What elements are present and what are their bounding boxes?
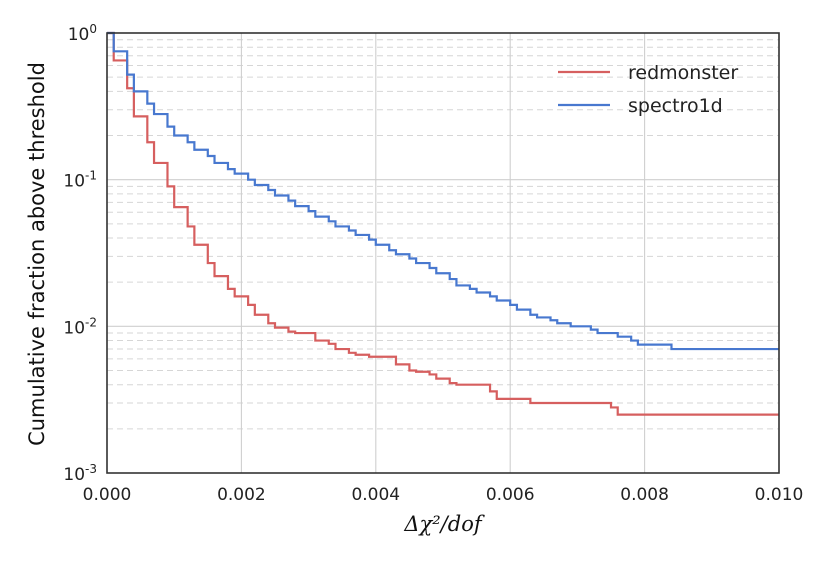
y-tick-label: 10-2	[63, 315, 97, 338]
legend: redmonster spectro1d	[558, 62, 738, 117]
x-tick-label: 0.002	[217, 485, 266, 505]
plot-background	[107, 33, 779, 473]
y-tick-label: 10-1	[63, 169, 97, 192]
y-axis-title: Cumulative fraction above threshold	[25, 62, 49, 446]
y-tick-labels: 100 10-1 10-2 10-3	[63, 22, 97, 485]
plot-frame	[106, 32, 780, 474]
x-tick-label: 0.010	[755, 485, 804, 505]
series-layer	[107, 31, 779, 416]
x-tick-label: 0.008	[620, 485, 669, 505]
x-tick-label: 0.000	[83, 485, 132, 505]
legend-label-redmonster: redmonster	[628, 62, 738, 84]
grid	[106, 32, 780, 474]
x-tick-label: 0.004	[351, 485, 400, 505]
x-tick-labels: 0.000 0.002 0.004 0.006 0.008 0.010	[83, 485, 804, 505]
x-tick-label: 0.006	[486, 485, 535, 505]
series-line-redmonster	[107, 31, 779, 416]
x-axis-title: Δχ²/dof	[403, 512, 484, 536]
y-tick-label: 10-3	[63, 462, 97, 485]
legend-label-spectro1d: spectro1d	[628, 95, 723, 117]
series-line-spectro1d	[107, 31, 779, 351]
y-tick-label: 100	[68, 22, 97, 45]
